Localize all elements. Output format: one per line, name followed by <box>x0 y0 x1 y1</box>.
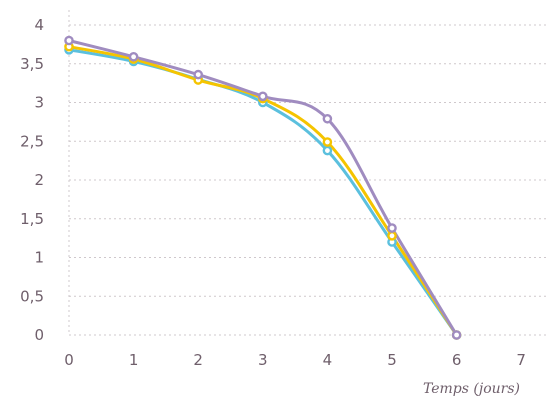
data-point <box>322 137 333 147</box>
y-tick-labels: 0 0,5 1 1,5 2 2,5 3 3,5 4 <box>20 16 44 344</box>
x-tick-label: 7 <box>516 351 526 369</box>
series-lines <box>67 39 459 337</box>
x-tick-label: 3 <box>258 351 268 369</box>
data-point <box>193 69 203 80</box>
data-point <box>451 330 462 340</box>
series-line-3 <box>67 39 459 337</box>
y-tick-label: 0 <box>34 326 44 344</box>
data-point <box>257 91 268 102</box>
data-point <box>322 113 333 124</box>
data-point <box>64 35 74 46</box>
y-tick-label: 4 <box>34 16 44 34</box>
data-point <box>387 223 397 233</box>
y-tick-label: 0,5 <box>20 287 44 305</box>
y-tick-label: 3,5 <box>20 55 44 73</box>
x-tick-label: 4 <box>323 351 333 369</box>
y-tick-label: 2 <box>34 171 44 189</box>
x-axis-title: Temps (jours) <box>423 381 520 397</box>
data-point <box>387 230 397 241</box>
x-tick-label: 6 <box>452 351 462 369</box>
x-tick-label: 5 <box>387 351 397 369</box>
data-point <box>322 145 333 156</box>
x-tick-label: 1 <box>129 351 139 369</box>
x-tick-label: 0 <box>64 351 74 369</box>
gridlines <box>69 24 548 336</box>
y-tick-label: 1 <box>34 249 44 267</box>
data-point <box>128 51 139 62</box>
y-tick-label: 2,5 <box>20 132 44 150</box>
series-line-2 <box>67 45 459 337</box>
x-tick-label: 2 <box>193 351 203 369</box>
x-tick-labels: 0 1 2 3 4 5 6 7 <box>64 351 526 369</box>
y-tick-label: 1,5 <box>20 210 44 228</box>
series-points <box>64 35 462 340</box>
y-tick-label: 3 <box>34 94 44 112</box>
